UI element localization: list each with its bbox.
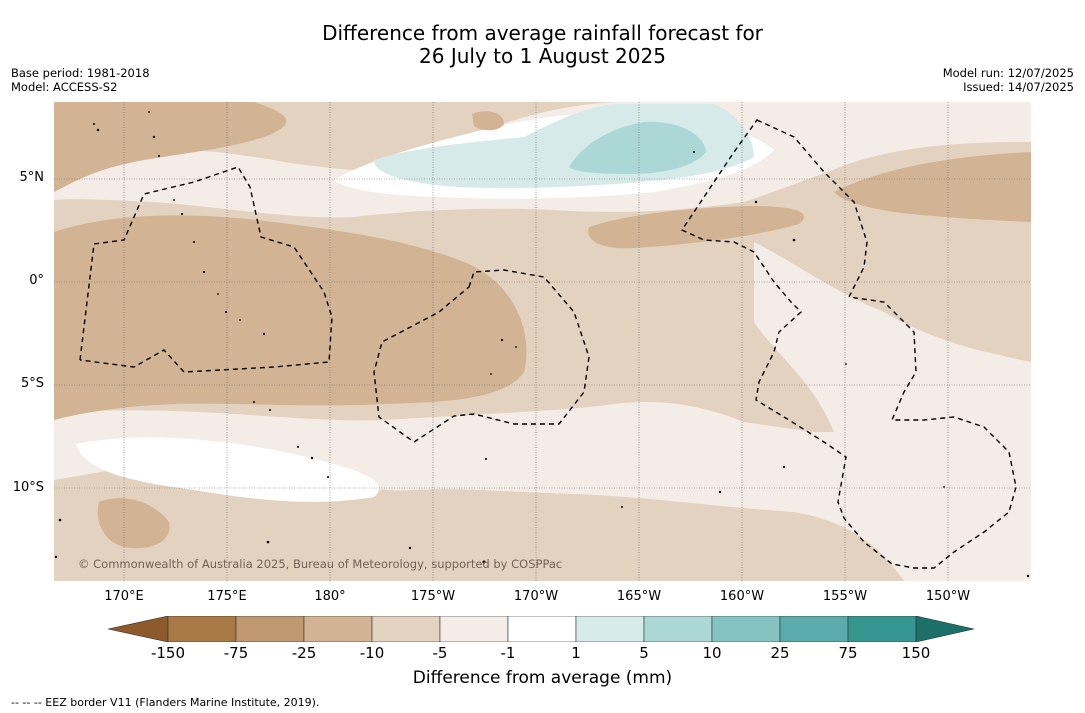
lon-label-155w: 155°W [822, 589, 868, 604]
eez-borders [79, 119, 1017, 569]
base-period: Base period: 1981-2018 [11, 66, 150, 80]
chart-title: Difference from average rainfall forecas… [0, 22, 1085, 68]
meta-right: Model run: 12/07/2025 Issued: 14/07/2025 [943, 66, 1074, 94]
meta-left: Base period: 1981-2018 Model: ACCESS-S2 [11, 66, 150, 94]
colorbar-segment [847, 615, 917, 643]
colorbar-segment [235, 615, 305, 643]
colorbar-tick-label: 10 [702, 644, 722, 662]
region-minus-10-to-25-nw [54, 102, 287, 192]
colorbar-tick-label: 5 [639, 644, 649, 662]
region-minus-10-to-25-sw [97, 498, 170, 549]
lon-label-150w: 150°W [925, 589, 971, 604]
region-minus-1-to-5-east [754, 242, 1031, 581]
colorbar-segment [643, 615, 713, 643]
colorbar [107, 615, 978, 643]
colorbar-tick-label: -150 [150, 644, 186, 662]
lon-label-175e: 175°E [207, 589, 247, 604]
rainfall-map: © Commonwealth of Australia 2025, Bureau… [54, 102, 1031, 581]
issued-date: Issued: 14/07/2025 [963, 80, 1074, 94]
lon-label-180: 180° [314, 589, 346, 604]
region-near-average-south [76, 437, 380, 502]
lat-label-10s: 10°S [12, 480, 44, 495]
colorbar-tick-label: -1 [500, 644, 516, 662]
colorbar-arrow-high [915, 615, 975, 643]
lat-label-5n: 5°N [19, 170, 45, 185]
colorbar-tick-label: 1 [571, 644, 581, 662]
lon-label-170w: 170°W [513, 589, 559, 604]
colorbar-segment [779, 615, 849, 643]
region-minus-10-to-25-east [588, 206, 804, 249]
colorbar-segment [439, 615, 509, 643]
lon-label-170e: 170°E [104, 589, 144, 604]
lat-label-0: 0° [29, 273, 44, 288]
colorbar-tick-label: -10 [359, 644, 385, 662]
colorbar-segment [575, 615, 645, 643]
colorbar-tick-label: -25 [291, 644, 317, 662]
lon-label-165w: 165°W [616, 589, 662, 604]
colorbar-svg [107, 615, 975, 643]
colorbar-segment [167, 615, 237, 643]
colorbar-segment [711, 615, 781, 643]
colorbar-segment [303, 615, 373, 643]
colorbar-tick-label: -5 [432, 644, 448, 662]
islands [54, 111, 1030, 578]
title-line-2: 26 July to 1 August 2025 [419, 44, 666, 68]
colorbar-tick-label: 75 [838, 644, 858, 662]
graticule [54, 102, 1031, 581]
colorbar-arrow-low [107, 615, 169, 643]
lon-label-175w: 175°W [410, 589, 456, 604]
colorbar-tick-label: 25 [770, 644, 790, 662]
model-name: Model: ACCESS-S2 [11, 80, 118, 94]
colorbar-label: Difference from average (mm) [412, 668, 673, 688]
eez-footnote: -- -- -- EEZ border V11 (Flanders Marine… [11, 696, 320, 709]
colorbar-segment [371, 615, 441, 643]
title-line-1: Difference from average rainfall forecas… [322, 21, 763, 45]
colorbar-tick-label: 150 [901, 644, 931, 662]
map-svg [54, 102, 1031, 581]
colorbar-tick-label: -75 [223, 644, 249, 662]
lon-label-160w: 160°W [719, 589, 765, 604]
model-run: Model run: 12/07/2025 [942, 66, 1074, 80]
copyright-notice: © Commonwealth of Australia 2025, Bureau… [78, 557, 563, 571]
region-plus-5-to-10 [569, 121, 706, 174]
region-minus-10-to-25-far-east [834, 152, 1031, 222]
colorbar-ticks: -150 -75 -25 -10 -5 -1 1 5 10 25 75 150 [0, 644, 1085, 664]
colorbar-segment [507, 615, 577, 643]
region-minus-10-to-25-small [472, 111, 504, 131]
region-minus-10-to-25-central [54, 215, 527, 420]
lat-label-5s: 5°S [20, 376, 44, 391]
